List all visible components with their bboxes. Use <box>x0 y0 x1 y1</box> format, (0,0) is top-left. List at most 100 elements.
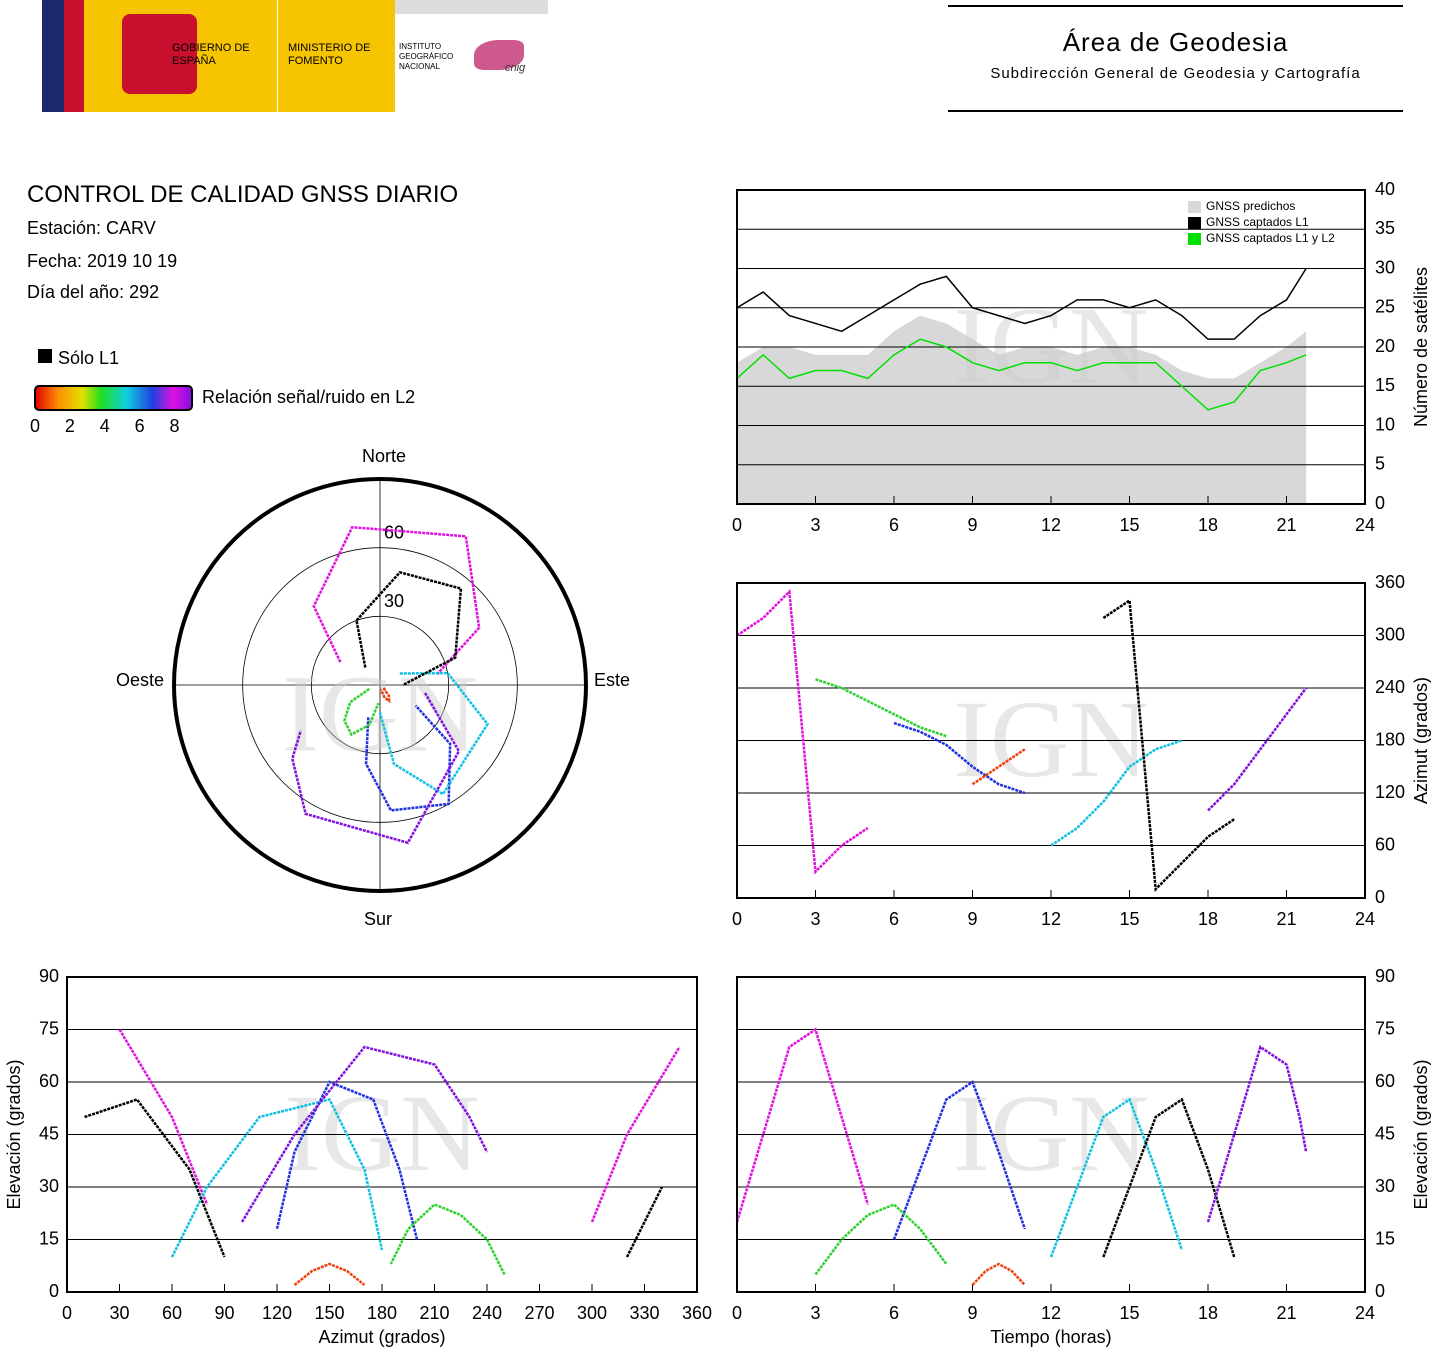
x-tick-label: 21 <box>1276 909 1296 929</box>
x-tick-label: 12 <box>1041 909 1061 929</box>
x-tick-label: 90 <box>214 1303 234 1323</box>
line <box>736 338 1307 411</box>
date: Fecha: 2019 10 19 <box>27 251 178 271</box>
x-tick-label: 180 <box>367 1303 397 1323</box>
direction-label: Este <box>594 670 630 690</box>
x-axis-label: Tiempo (horas) <box>990 1327 1111 1347</box>
x-tick-label: 15 <box>1119 1303 1139 1323</box>
track <box>971 748 1026 786</box>
elevation-ring <box>310 615 450 755</box>
track <box>343 687 380 737</box>
line <box>736 268 1307 340</box>
plot-frame <box>66 976 698 1293</box>
y-tick-label: 10 <box>1375 414 1395 434</box>
track <box>293 1262 366 1286</box>
x-tick-label: 0 <box>732 909 742 929</box>
y-tick-label: 25 <box>1375 297 1395 317</box>
track <box>736 588 869 875</box>
divider <box>277 0 278 112</box>
x-tick-label: 6 <box>889 1303 899 1323</box>
x-tick-label: 120 <box>262 1303 292 1323</box>
gobierno: GOBIERNO DE ESPAÑA <box>172 42 250 67</box>
x-tick-label: 9 <box>967 1303 977 1323</box>
x-tick-label: 3 <box>810 909 820 929</box>
y-axis-label: Número de satélites <box>1411 267 1431 427</box>
flag-stripe <box>64 0 84 112</box>
y-axis-label: Elevación (grados) <box>4 1059 24 1209</box>
x-tick-label: 360 <box>682 1303 712 1323</box>
y-tick-label: 35 <box>1375 218 1395 238</box>
eu-stripe <box>42 0 64 112</box>
x-tick-label: 18 <box>1198 515 1218 535</box>
y-tick-label: 300 <box>1375 624 1405 644</box>
track <box>892 1080 1027 1240</box>
x-tick-label: 210 <box>419 1303 449 1323</box>
colorbar-tick-label: 8 <box>170 416 180 436</box>
x-tick-label: 0 <box>732 515 742 535</box>
plot-frame <box>736 189 1366 505</box>
colorbar-label: Relación señal/ruido en L2 <box>202 387 415 407</box>
watermark: IGN <box>953 678 1149 800</box>
y-tick-label: 75 <box>1375 1018 1395 1038</box>
x-tick-label: 18 <box>1198 1303 1218 1323</box>
track <box>1102 1097 1236 1258</box>
track <box>1049 1097 1184 1258</box>
direction-label: Sur <box>364 909 392 929</box>
instituto: INSTITUTO GEOGRÁFICO NACIONAL <box>399 42 454 71</box>
y-tick-label: 20 <box>1375 336 1395 356</box>
x-tick-label: 21 <box>1276 1303 1296 1323</box>
track <box>814 1203 948 1276</box>
y-tick-label: 60 <box>1375 834 1395 854</box>
x-tick-label: 240 <box>472 1303 502 1323</box>
legend-label: GNSS captados L1 <box>1206 215 1309 229</box>
y-tick-label: 30 <box>1375 1176 1395 1196</box>
track <box>312 525 481 676</box>
x-tick-label: 3 <box>810 1303 820 1323</box>
plot-frame <box>736 582 1366 899</box>
ministerio: MINISTERIO DE FOMENTO <box>288 42 371 67</box>
x-tick-label: 9 <box>967 909 977 929</box>
track <box>815 678 947 738</box>
y-tick-label: 90 <box>39 966 59 986</box>
direction-label: Norte <box>362 446 406 466</box>
colorbar <box>34 385 193 411</box>
y-tick-label: 120 <box>1375 782 1405 802</box>
track <box>118 1028 209 1205</box>
solo-l1-swatch <box>38 349 52 363</box>
track <box>625 1186 664 1258</box>
x-tick-label: 24 <box>1355 909 1375 929</box>
watermark: IGN <box>953 284 1149 406</box>
y-tick-label: 40 <box>1375 179 1395 199</box>
ring-label: 60 <box>384 522 404 542</box>
x-tick-label: 15 <box>1119 515 1139 535</box>
track <box>590 1046 681 1223</box>
direction-label: Oeste <box>116 670 164 690</box>
x-tick-label: 24 <box>1355 1303 1375 1323</box>
y-tick-label: 15 <box>1375 1228 1395 1248</box>
legend-label: GNSS predichos <box>1206 199 1295 213</box>
x-tick-label: 30 <box>109 1303 129 1323</box>
x-axis-label: Azimut (grados) <box>318 1327 445 1347</box>
y-tick-label: 30 <box>39 1176 59 1196</box>
track <box>275 1080 419 1240</box>
y-tick-label: 0 <box>49 1281 59 1301</box>
x-tick-label: 12 <box>1041 1303 1061 1323</box>
solo-l1: Sólo L1 <box>58 348 120 368</box>
y-tick-label: 45 <box>39 1123 59 1143</box>
y-tick-label: 60 <box>1375 1071 1395 1091</box>
x-tick-label: 330 <box>629 1303 659 1323</box>
coat-of-arms <box>122 14 197 94</box>
colorbar-tick-label: 4 <box>100 416 110 436</box>
x-tick-label: 300 <box>577 1303 607 1323</box>
x-tick-label: 24 <box>1355 515 1375 535</box>
x-tick-label: 15 <box>1119 909 1139 929</box>
plot-frame <box>736 976 1366 1293</box>
doy: Día del año: 292 <box>27 282 160 302</box>
track <box>893 721 1026 795</box>
y-tick-label: 90 <box>1375 966 1395 986</box>
header-box: Área de Geodesia Subdirección General de… <box>948 5 1403 112</box>
gov-logo: GOBIERNO DE ESPAÑA MINISTERIO DE FOMENTO <box>42 0 395 112</box>
station: Estación: CARV <box>27 218 156 238</box>
